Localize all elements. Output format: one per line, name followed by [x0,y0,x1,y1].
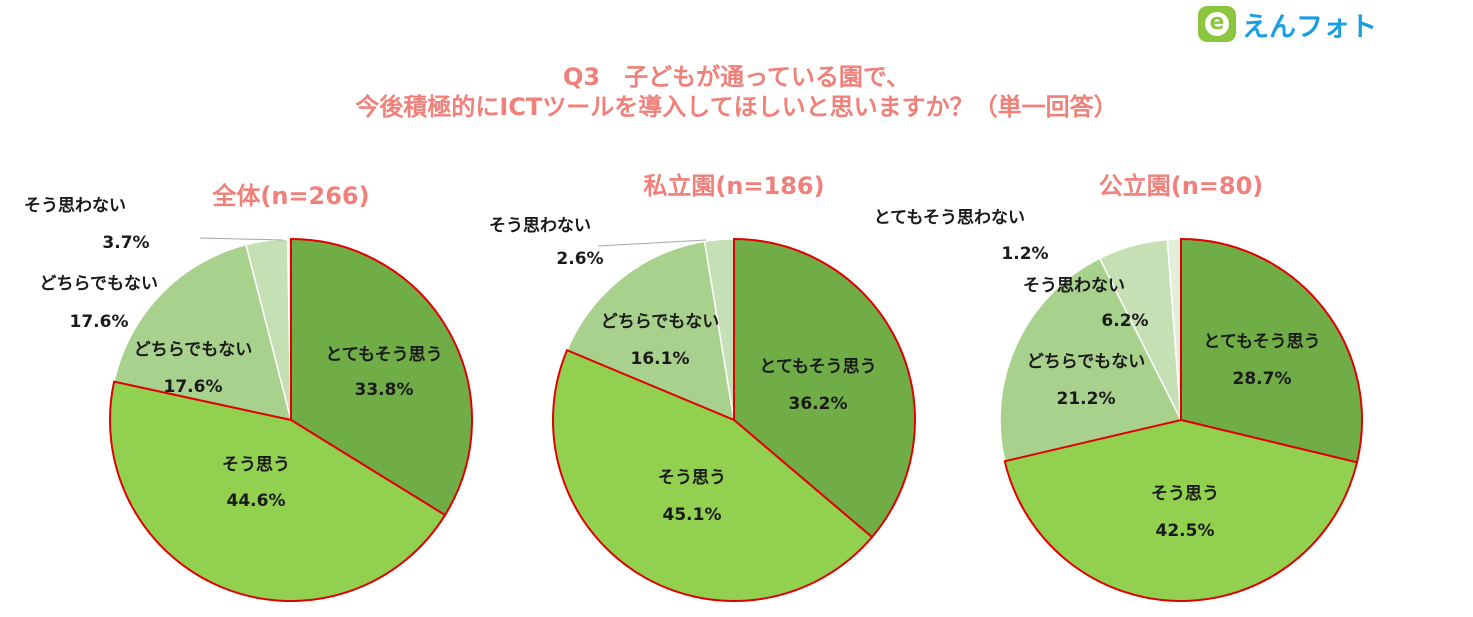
pie-slice-1-1 [290,237,473,517]
pie-slice-3-3 [999,257,1183,463]
pie-slice-3-2 [1003,418,1359,602]
slice-category-label: とてもそう思う [325,345,442,365]
chart-title-line2: 今後積極的にICTツールを導入してほしいと思いますか？（単一回答） [355,93,1118,121]
slice-value-label: 44.6% [227,491,286,511]
slice-category-label: そう思う [1151,484,1219,504]
slice-value-label: 17.6% [70,312,129,332]
slice-value-label: 17.6% [164,377,223,397]
logo-text: えんフォト [1242,11,1377,43]
pie-slice-3-1 [1180,237,1363,464]
slice-value-label: 21.2% [1057,389,1116,409]
pie-slice-1-3 [113,243,293,421]
slice-category-label: どちらでもない [601,312,720,332]
pie-slice-2-2 [552,348,874,602]
slice-category-label: どちらでもない [1027,352,1146,372]
slice-category-label: とてもそう思う [1203,332,1320,352]
leader-line [597,239,707,247]
slice-category-label: そう思わない [489,216,591,236]
slice-category-label: そう思わない [1023,276,1125,296]
logo-e-letter: e [1205,12,1229,36]
slice-value-label: 3.7% [102,233,149,253]
slice-value-label: 6.2% [1101,311,1148,331]
slice-value-label: 36.2% [789,394,848,414]
slice-category-label: とてもそう思う [759,357,876,377]
slice-category-label: そう思う [222,455,290,475]
pie-slice-1-2 [109,380,447,602]
chart-title-line1: Q3 子どもが通っている園で、 [563,63,910,91]
slice-value-label: 16.1% [631,349,690,369]
pie-slice-2-1 [733,237,916,539]
slice-category-label: どちらでもない [134,340,253,360]
slice-category-label: そう思う [658,468,726,488]
slice-value-label: 45.1% [663,505,722,525]
slice-value-label: 2.6% [556,249,603,269]
logo-e-icon: e [1198,6,1236,42]
slice-value-label: 33.8% [355,380,414,400]
slice-value-label: 42.5% [1156,521,1215,541]
pie-title-3: 公立園(n=80) [1099,172,1264,200]
slice-value-label: 1.2% [1001,244,1048,264]
pie-slice-2-3 [566,240,735,422]
slice-value-label: 28.7% [1233,369,1292,389]
slice-category-label: そう思わない [24,196,126,216]
leader-line [199,237,284,241]
pie-title-1: 全体(n=266) [211,182,369,210]
enphoto-logo: e えんフォト [1198,4,1377,44]
slice-category-label: とてもそう思わない [874,208,1025,228]
slice-category-label: どちらでもない [40,274,159,294]
pie-title-2: 私立園(n=186) [643,172,824,200]
